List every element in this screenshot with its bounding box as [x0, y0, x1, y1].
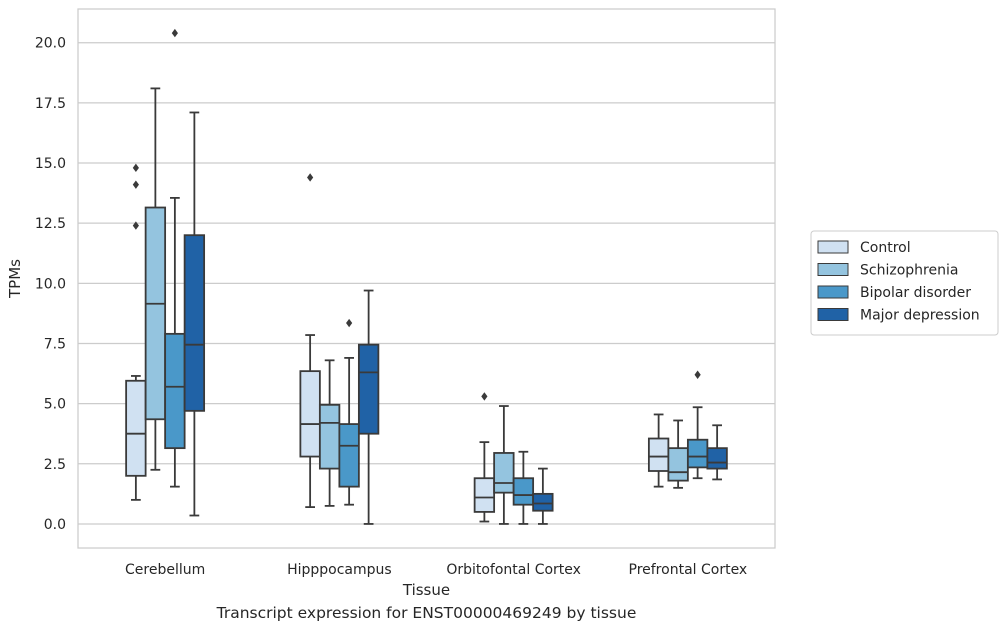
box-iqr [512, 477, 535, 506]
x-tick-labels: Cerebellum Hipppocampus Orbitofontal Corte… [125, 562, 747, 578]
outlier-point [171, 28, 178, 38]
y-tick-label: 0.0 [44, 517, 66, 533]
box-iqr [706, 447, 728, 470]
y-tick-label: 7.5 [44, 336, 66, 352]
legend-label: Major depression [860, 308, 980, 324]
box-major-depression [357, 289, 380, 525]
box-iqr [299, 370, 321, 458]
box-bipolar-disorder [164, 28, 186, 488]
box-iqr [686, 438, 709, 469]
legend-swatch [817, 240, 849, 254]
box-major-depression [532, 467, 554, 525]
outlier-point [481, 392, 488, 401]
x-axis-label: Tissue [402, 581, 450, 599]
legend-frame [810, 230, 999, 336]
outlier-point [346, 318, 353, 328]
box-iqr [125, 379, 147, 477]
y-tick-label: 12.5 [35, 216, 66, 232]
box-major-depression [183, 111, 206, 517]
y-tick-label: 2.5 [44, 457, 66, 473]
y-tick-label: 5.0 [44, 397, 66, 413]
x-tick-label: Cerebellum [125, 562, 205, 578]
box-major-depression [706, 424, 728, 481]
outlier-point [307, 173, 314, 182]
outlier-point [132, 163, 139, 173]
x-tick-label: Orbitofontal Cortex [446, 562, 581, 578]
boxes [125, 28, 728, 525]
legend-label: Control [860, 240, 911, 256]
box-iqr [667, 447, 689, 482]
box-iqr [532, 492, 554, 512]
y-tick-labels: 0.0 2.5 5.0 7.5 10.0 12.5 15.0 17.5 20.0 [35, 36, 66, 533]
legend-label: Bipolar disorder [860, 285, 971, 301]
y-tick-label: 10.0 [35, 276, 66, 292]
x-tick-label: Hipppocampus [287, 562, 392, 578]
box-bipolar-disorder [686, 370, 709, 480]
box-bipolar-disorder [512, 450, 535, 525]
box-schizophrenia [493, 405, 515, 525]
figure-caption: Transcript expression for ENST0000046924… [216, 604, 637, 622]
box-schizophrenia [318, 359, 341, 507]
box-iqr [473, 477, 496, 513]
box-bipolar-disorder [338, 318, 360, 506]
y-tick-label: 20.0 [35, 36, 66, 52]
box-iqr [318, 403, 341, 470]
box-iqr [144, 206, 167, 421]
box-iqr [183, 234, 206, 412]
x-tick-label: Prefrontal Cortex [629, 562, 748, 578]
legend: Control Schizophrenia Bipolar disorder Majo… [810, 230, 999, 336]
legend-swatch [817, 263, 849, 276]
box-schizophrenia [667, 419, 689, 489]
box-iqr [164, 332, 186, 450]
plot-frame [77, 8, 776, 549]
y-tick-label: 17.5 [35, 96, 66, 112]
box-iqr [493, 452, 515, 494]
legend-swatch [817, 308, 849, 321]
y-axis-label: TPMs [6, 259, 24, 299]
legend-swatch [817, 285, 849, 299]
box-control [125, 163, 147, 501]
outlier-point [694, 370, 701, 379]
legend-label: Schizophrenia [860, 263, 958, 279]
box-iqr [647, 437, 670, 472]
box-schizophrenia [144, 87, 167, 471]
outlier-point [132, 180, 139, 189]
outlier-point [132, 221, 139, 230]
box-iqr [357, 343, 380, 435]
box-iqr [338, 423, 360, 488]
box-control [473, 392, 496, 523]
box-control [647, 413, 670, 488]
y-tick-label: 15.0 [35, 156, 66, 172]
